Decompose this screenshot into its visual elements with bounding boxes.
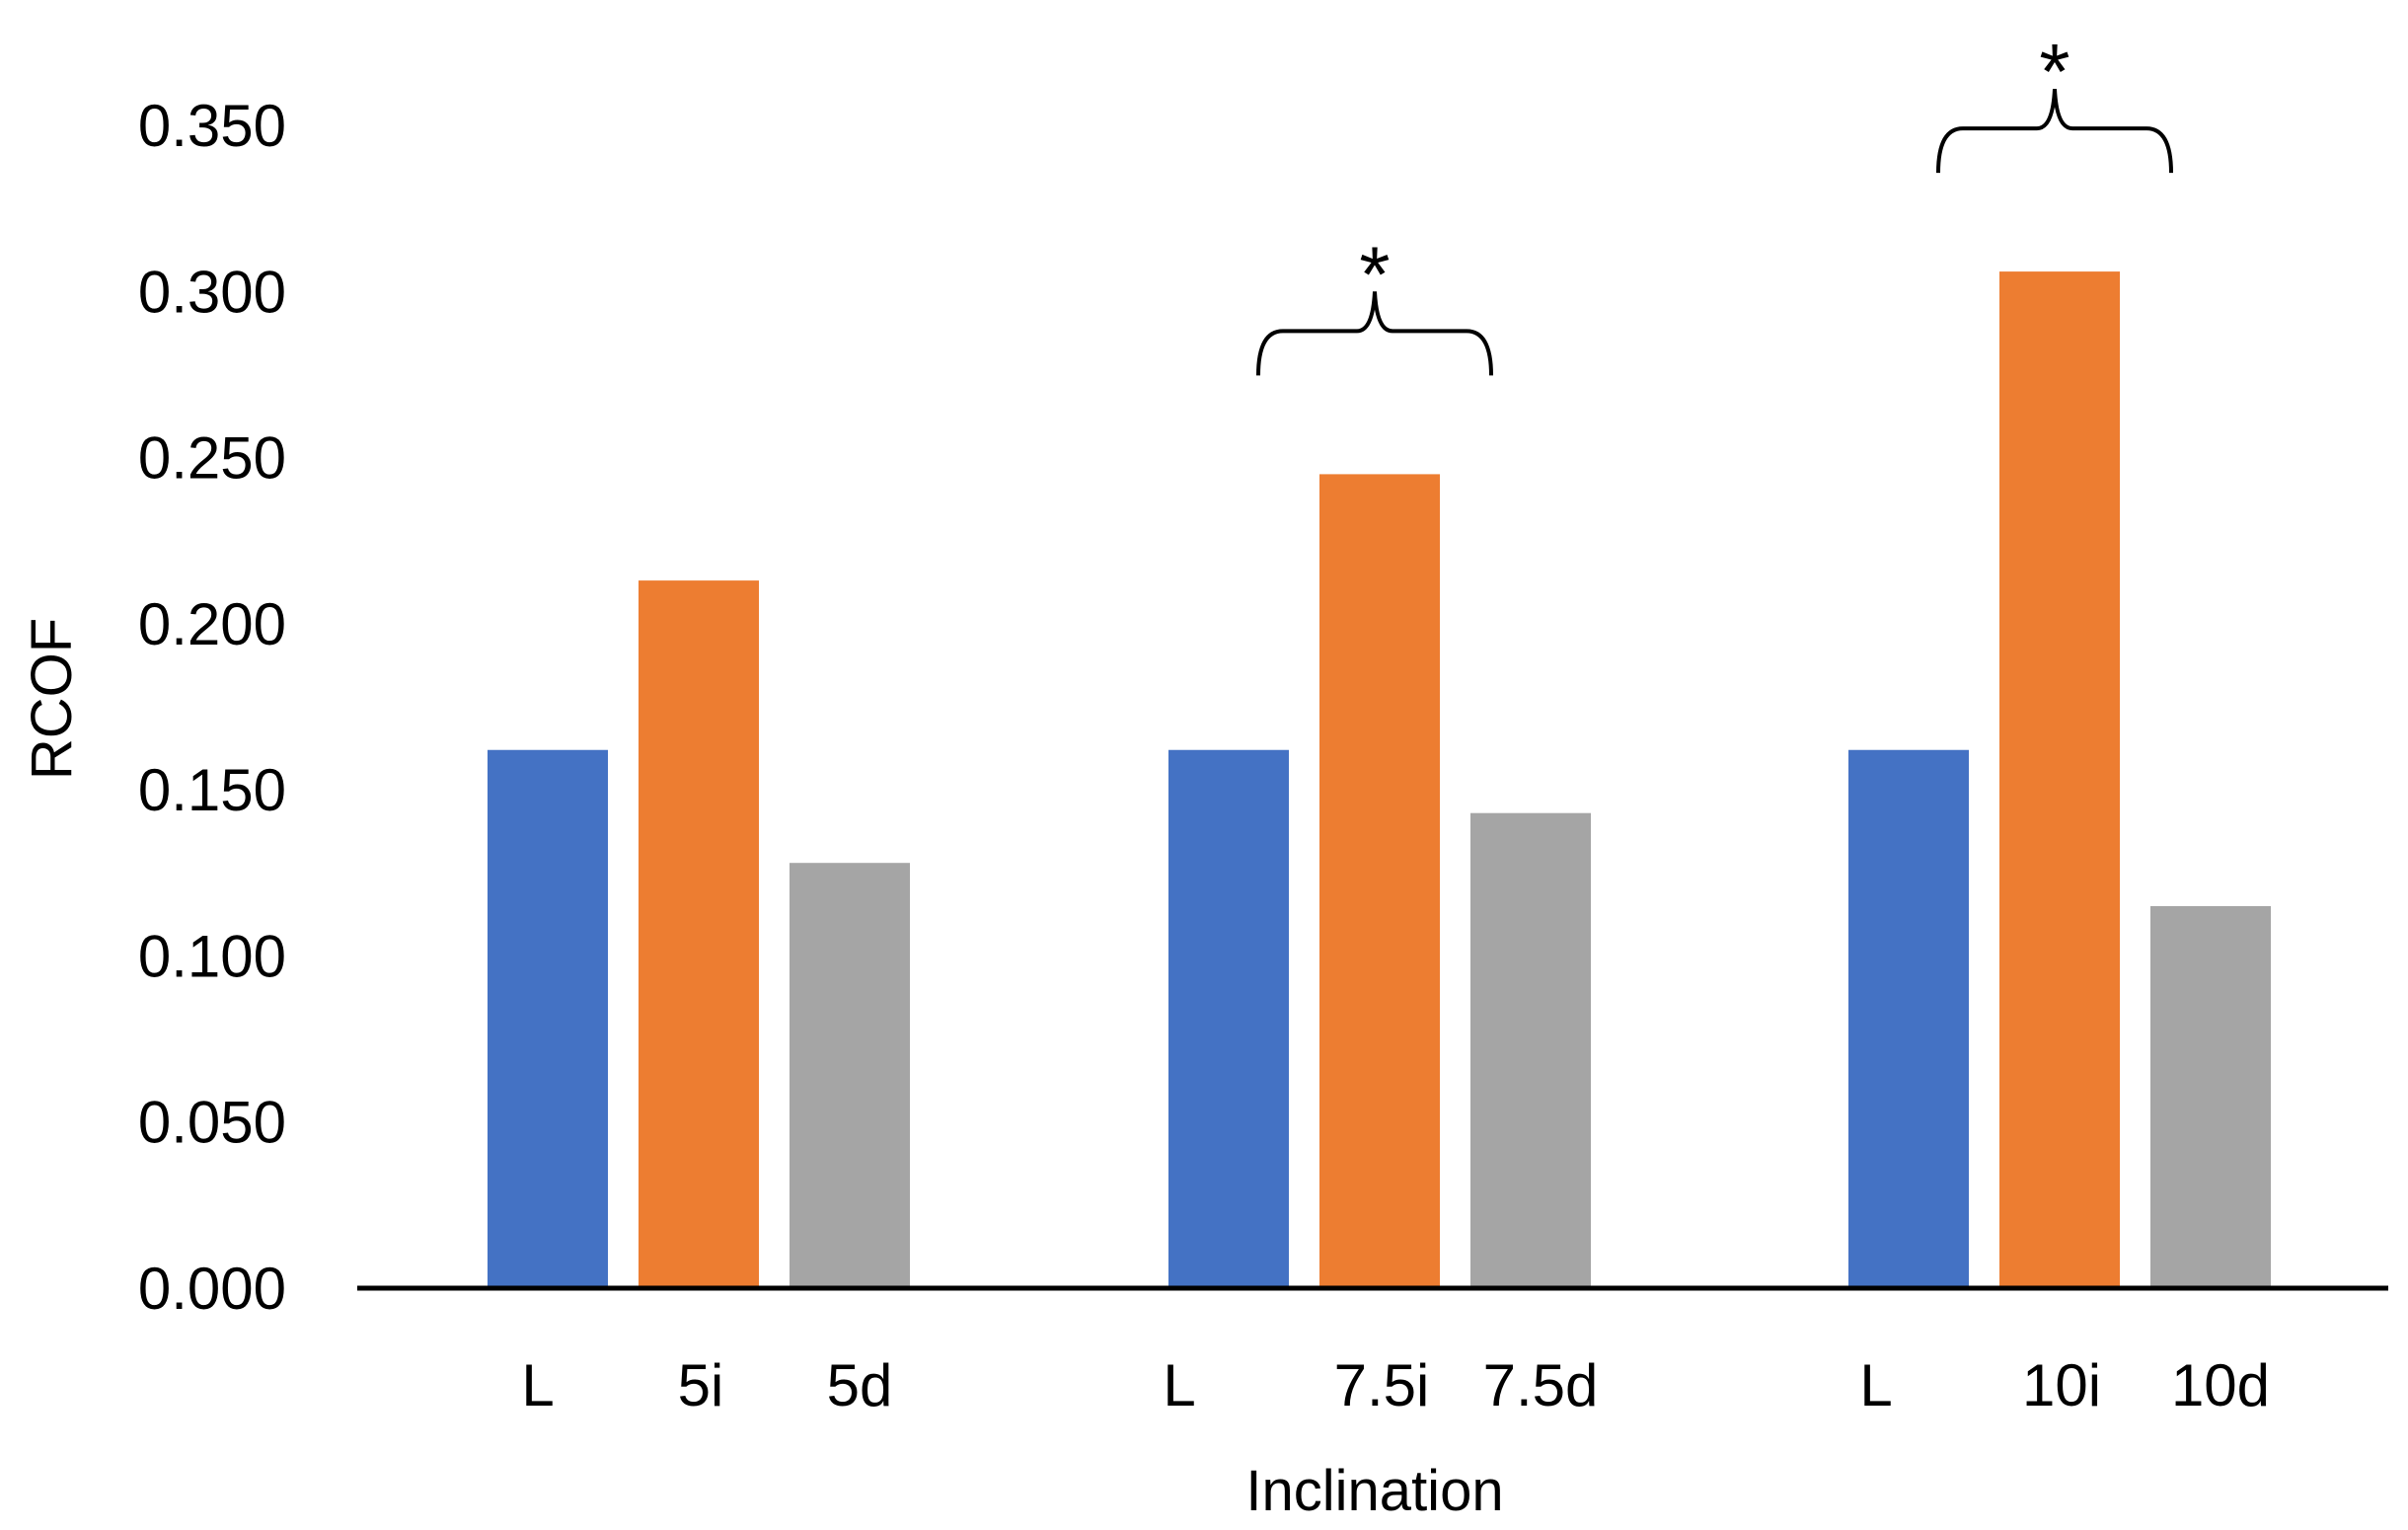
x-axis-title: Inclination [1245, 1459, 1503, 1523]
x-category-label: 10d [2171, 1352, 2270, 1418]
significance-brace [1256, 291, 1493, 376]
y-tick-label: 0.350 [138, 93, 286, 159]
significance-star: * [1359, 230, 1390, 318]
bar-7-5d [1470, 812, 1591, 1288]
bar-7-5i [1319, 474, 1440, 1288]
bar-L [1168, 749, 1289, 1288]
bars [488, 271, 2271, 1288]
y-tick-label: 0.300 [138, 259, 286, 325]
x-category-label: 10i [2022, 1352, 2101, 1418]
x-category-label: 5i [678, 1352, 724, 1418]
significance-brace [1936, 88, 2173, 174]
y-tick-label: 0.150 [138, 757, 286, 823]
y-tick-label: 0.050 [138, 1090, 286, 1156]
y-tick-label: 0.000 [138, 1256, 286, 1322]
bar-5d [790, 863, 910, 1288]
bar-10d [2150, 905, 2271, 1288]
bar-L [488, 749, 608, 1288]
bar-L [1848, 749, 1969, 1288]
x-category-label: 7.5d [1483, 1352, 1599, 1418]
bar-5i [639, 580, 759, 1288]
y-tick-label: 0.200 [138, 591, 286, 657]
x-category-label: L [1163, 1352, 1195, 1418]
x-category-label: 7.5i [1334, 1352, 1430, 1418]
x-category-label: L [521, 1352, 554, 1418]
x-axis-category-labels: L 5i 5d L 7.5i 7.5d L 10i 10d [521, 1352, 2270, 1418]
y-axis-ticks: 0.000 0.050 0.100 0.150 0.200 0.250 0.300 0.350 [138, 93, 286, 1322]
significance-annotations: ** [1256, 28, 2173, 376]
y-tick-label: 0.250 [138, 425, 286, 492]
x-category-label: 5d [827, 1352, 893, 1418]
significance-star: * [2039, 28, 2069, 115]
y-axis-title: RCOF [20, 618, 84, 780]
x-category-label: L [1859, 1352, 1892, 1418]
bar-10i [1999, 271, 2120, 1288]
y-tick-label: 0.100 [138, 923, 286, 989]
